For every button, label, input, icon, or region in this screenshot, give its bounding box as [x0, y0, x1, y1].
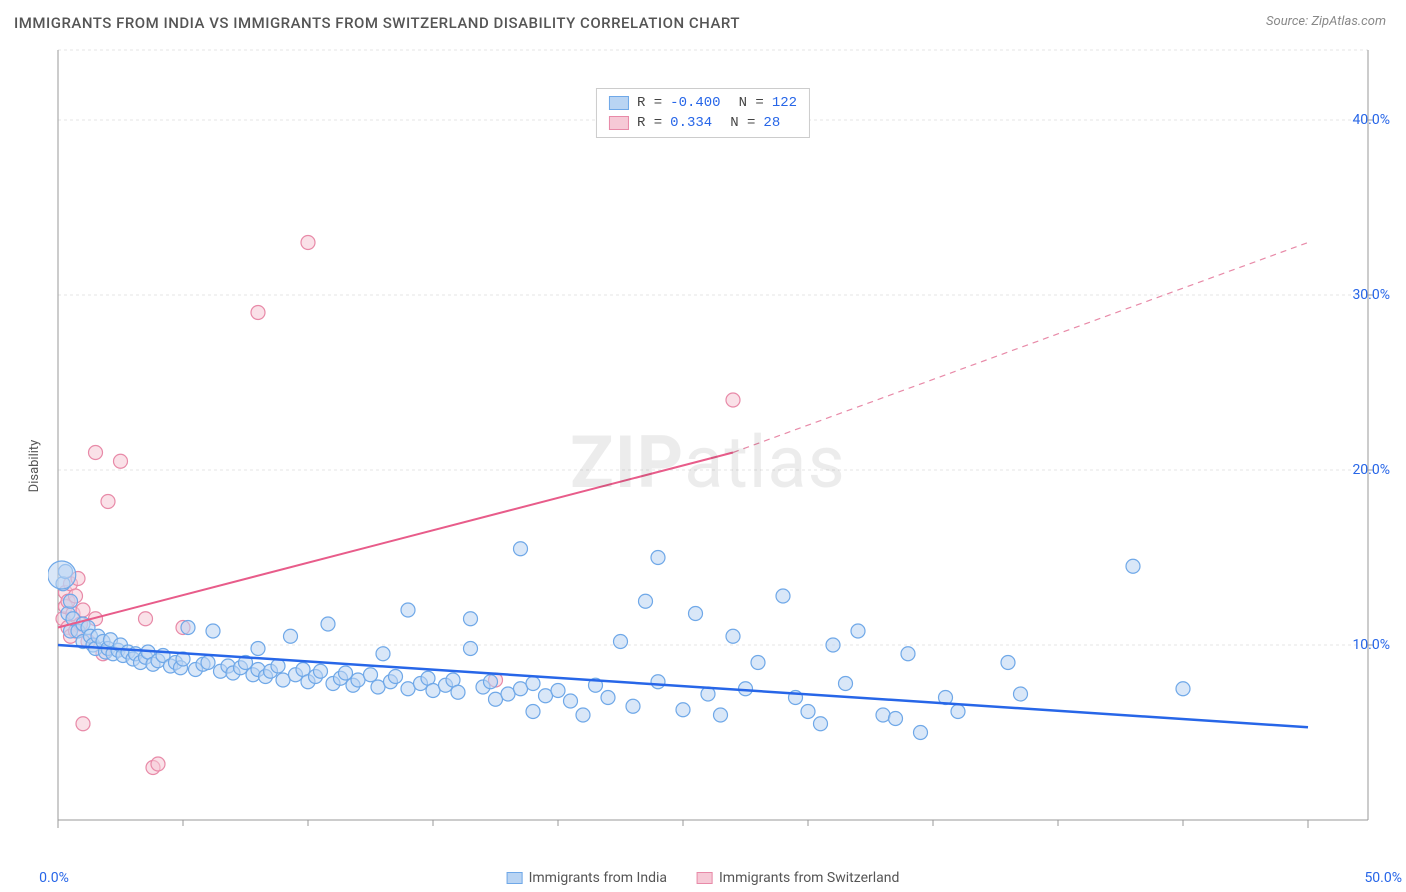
legend-label: Immigrants from Switzerland: [719, 870, 899, 886]
legend-r-value: -0.400: [670, 95, 720, 111]
legend-n-value: 122: [772, 95, 797, 111]
legend-row: R = -0.400 N = 122: [609, 93, 797, 113]
legend-series: Immigrants from India Immigrants from Swi…: [507, 870, 900, 886]
legend-swatch: [697, 872, 713, 884]
legend-swatch: [609, 96, 629, 110]
y-tick-label: 10.0%: [1352, 637, 1390, 653]
y-tick-label: 30.0%: [1352, 287, 1390, 303]
legend-correlation: R = -0.400 N = 122 R = 0.334 N = 28: [596, 88, 810, 138]
y-axis-label: Disability: [27, 440, 42, 493]
legend-swatch: [609, 116, 629, 130]
x-tick-min: 0.0%: [39, 870, 69, 886]
y-tick-label: 20.0%: [1352, 462, 1390, 478]
x-tick-max: 50.0%: [1364, 870, 1402, 886]
legend-n-value: 28: [763, 115, 780, 131]
source-attribution: Source: ZipAtlas.com: [1266, 14, 1386, 29]
legend-n-label: N =: [730, 115, 755, 131]
y-tick-label: 40.0%: [1352, 112, 1390, 128]
legend-item: Immigrants from India: [507, 870, 667, 886]
legend-r-value: 0.334: [670, 115, 712, 131]
source-value: ZipAtlas.com: [1311, 14, 1386, 29]
scatter-plot: [48, 40, 1388, 860]
source-label: Source:: [1266, 14, 1308, 29]
legend-r-label: R =: [637, 115, 662, 131]
legend-r-label: R =: [637, 95, 662, 111]
legend-n-label: N =: [739, 95, 764, 111]
chart-container: Disability ZIPatlas R =-0.400N =122R = 0…: [0, 40, 1406, 892]
chart-title: IMMIGRANTS FROM INDIA VS IMMIGRANTS FROM…: [14, 14, 740, 32]
legend-label: Immigrants from India: [529, 870, 667, 886]
legend-item: Immigrants from Switzerland: [697, 870, 899, 886]
legend-swatch: [507, 872, 523, 884]
legend-row: R = 0.334 N = 28: [609, 113, 797, 133]
